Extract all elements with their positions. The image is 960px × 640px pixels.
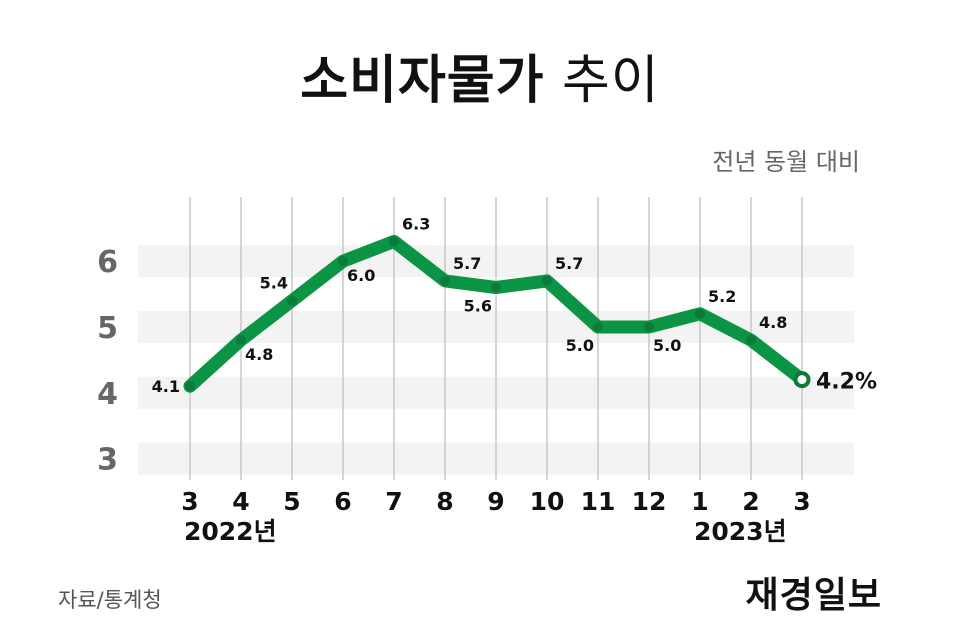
data-point <box>746 335 756 346</box>
y-tick-label: 6 <box>97 245 118 280</box>
x-tick-label: 10 <box>530 487 565 516</box>
data-point <box>287 295 297 306</box>
brand-logo: 재경일보 <box>745 575 882 616</box>
data-label: 6.0 <box>347 266 375 285</box>
data-label: 5.7 <box>453 254 481 273</box>
data-point <box>338 256 348 267</box>
x-tick-label: 11 <box>581 487 616 516</box>
chart-title-sub: 추이 <box>562 51 660 111</box>
source-note: 자료/통계청 <box>58 588 162 612</box>
data-label: 6.3 <box>402 214 430 233</box>
data-label: 4.8 <box>759 313 787 332</box>
year-labels: 2022년 2023년 <box>184 517 787 546</box>
data-point <box>440 275 450 286</box>
y-tick-label: 5 <box>97 311 118 346</box>
data-label: 5.7 <box>555 254 583 273</box>
x-tick-label: 6 <box>334 487 351 516</box>
data-label: 5.4 <box>260 274 288 293</box>
data-point <box>389 236 399 247</box>
data-point <box>542 275 552 286</box>
year-label: 2022년 <box>184 517 277 546</box>
x-tick-label: 8 <box>436 487 453 516</box>
x-tick-label: 3 <box>793 487 810 516</box>
y-tick-label: 3 <box>97 443 118 478</box>
data-label: 5.6 <box>464 297 492 316</box>
chart-title: 소비자물가 추이 <box>0 38 960 113</box>
y-tick-label: 4 <box>97 377 118 412</box>
chart-subtitle: 전년 동월 대비 <box>712 148 860 176</box>
x-tick-label: 7 <box>385 487 402 516</box>
data-labels: 4.1 4.8 5.4 6.0 6.3 5.7 5.6 5.7 5.0 5.0 5.2 4.8 4.2% <box>152 214 877 396</box>
x-tick-label: 4 <box>232 487 249 516</box>
y-tick-labels: 3 4 5 6 <box>97 245 118 477</box>
data-label: 5.0 <box>566 336 594 355</box>
data-point <box>185 381 195 392</box>
x-tick-label: 2 <box>742 487 759 516</box>
year-label: 2023년 <box>694 517 787 546</box>
data-points <box>185 236 811 392</box>
data-point <box>695 308 705 319</box>
data-point <box>644 321 654 332</box>
x-tick-label: 9 <box>487 487 504 516</box>
x-tick-label: 12 <box>632 487 667 516</box>
data-label-last: 4.2% <box>816 370 877 395</box>
data-point <box>491 282 501 293</box>
x-tick-labels: 3 4 5 6 7 8 9 10 11 12 1 2 3 <box>181 487 810 516</box>
x-tick-label: 5 <box>283 487 300 516</box>
data-label: 5.2 <box>708 287 736 306</box>
data-point <box>593 321 603 332</box>
data-point-last <box>793 371 811 389</box>
x-tick-label: 3 <box>181 487 198 516</box>
data-label: 5.0 <box>653 336 681 355</box>
data-label: 4.1 <box>152 377 180 396</box>
data-label: 4.8 <box>245 345 273 364</box>
x-gridlines <box>189 197 803 480</box>
x-tick-label: 1 <box>691 487 708 516</box>
chart-title-main: 소비자물가 <box>300 51 545 111</box>
data-point <box>236 335 246 346</box>
